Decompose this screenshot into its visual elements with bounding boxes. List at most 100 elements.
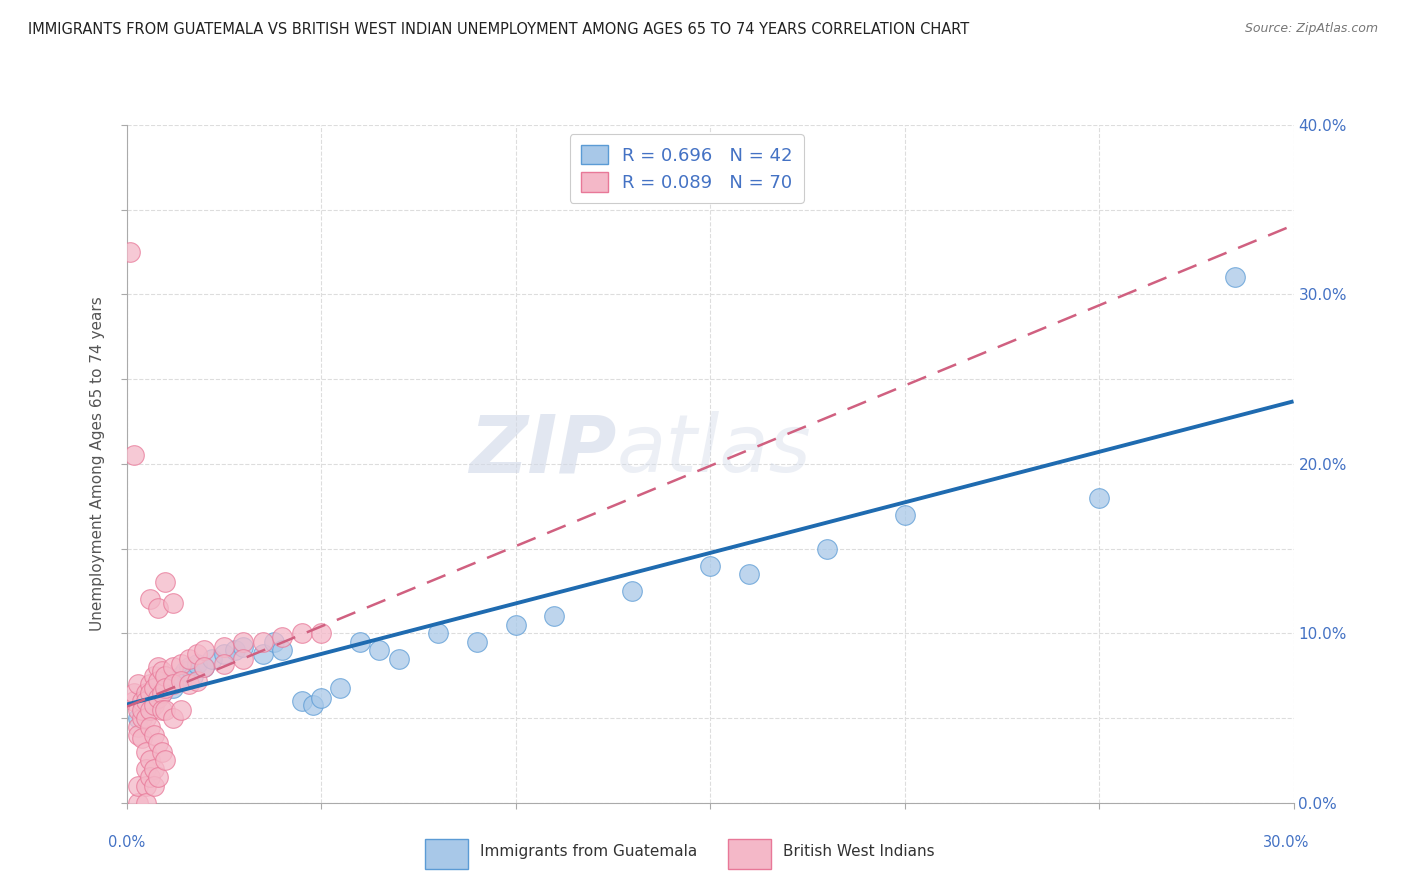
Point [139, 703, 162, 717]
Point [124, 685, 146, 699]
Point [139, 592, 162, 607]
Point [201, 651, 224, 665]
FancyBboxPatch shape [425, 839, 468, 869]
Point [142, 728, 165, 742]
Text: 0.0%: 0.0% [108, 836, 145, 850]
Point [150, 685, 173, 699]
Point [131, 703, 153, 717]
Point [162, 677, 184, 691]
Point [212, 640, 235, 654]
Point [150, 685, 173, 699]
Point [150, 745, 173, 759]
Point [263, 635, 285, 649]
Text: ZIP: ZIP [470, 411, 617, 490]
Point [162, 660, 184, 674]
Point [815, 541, 838, 556]
Point [329, 681, 352, 695]
Point [290, 626, 312, 640]
Point [162, 711, 184, 725]
Point [155, 703, 177, 717]
Point [621, 584, 644, 599]
Point [135, 703, 157, 717]
Point [186, 673, 208, 688]
Point [212, 657, 235, 671]
Point [157, 677, 180, 691]
Point [224, 643, 246, 657]
Point [131, 694, 153, 708]
FancyBboxPatch shape [728, 839, 770, 869]
Point [271, 643, 294, 657]
Point [150, 703, 173, 717]
Point [543, 609, 565, 624]
Point [139, 677, 162, 691]
Point [142, 669, 165, 683]
Point [142, 698, 165, 712]
Point [135, 796, 157, 810]
Point [505, 618, 527, 632]
Point [193, 660, 215, 674]
Point [120, 244, 142, 259]
Point [174, 664, 197, 678]
Point [893, 508, 915, 522]
Point [155, 575, 177, 590]
Point [127, 719, 149, 733]
Point [162, 596, 184, 610]
Point [155, 669, 177, 683]
Point [738, 567, 761, 582]
Point [193, 660, 215, 674]
Point [170, 703, 193, 717]
Text: IMMIGRANTS FROM GUATEMALA VS BRITISH WEST INDIAN UNEMPLOYMENT AMONG AGES 65 TO 7: IMMIGRANTS FROM GUATEMALA VS BRITISH WES… [28, 22, 969, 37]
Point [146, 690, 169, 705]
Point [177, 651, 200, 665]
Point [124, 694, 146, 708]
Point [426, 626, 449, 640]
Point [131, 731, 153, 746]
Legend: R = 0.696   N = 42, R = 0.089   N = 70: R = 0.696 N = 42, R = 0.089 N = 70 [569, 134, 804, 202]
Point [142, 779, 165, 793]
Point [252, 635, 274, 649]
Point [1088, 491, 1111, 505]
Text: British West Indians: British West Indians [783, 844, 935, 859]
Point [142, 762, 165, 776]
Point [139, 753, 162, 767]
Point [127, 779, 149, 793]
Point [271, 630, 294, 644]
Point [139, 685, 162, 699]
Y-axis label: Unemployment Among Ages 65 to 74 years: Unemployment Among Ages 65 to 74 years [90, 296, 105, 632]
Point [146, 673, 169, 688]
Point [166, 673, 188, 688]
Point [139, 719, 162, 733]
Point [135, 694, 157, 708]
Point [139, 685, 162, 699]
Point [139, 770, 162, 785]
Point [170, 673, 193, 688]
Point [135, 762, 157, 776]
Point [127, 711, 149, 725]
Point [302, 698, 325, 712]
Point [162, 681, 184, 695]
Point [186, 657, 208, 671]
Point [124, 449, 146, 463]
Point [142, 694, 165, 708]
Point [177, 660, 200, 674]
Point [142, 681, 165, 695]
Point [127, 796, 149, 810]
Point [146, 601, 169, 615]
Point [699, 558, 721, 573]
Point [465, 635, 488, 649]
Point [131, 711, 153, 725]
Point [170, 669, 193, 683]
Text: Source: ZipAtlas.com: Source: ZipAtlas.com [1244, 22, 1378, 36]
Point [155, 753, 177, 767]
Point [135, 745, 157, 759]
Point [232, 640, 254, 654]
Point [155, 669, 177, 683]
Point [309, 626, 332, 640]
Point [131, 694, 153, 708]
Point [150, 664, 173, 678]
Point [368, 643, 391, 657]
Point [127, 703, 149, 717]
Point [186, 647, 208, 661]
Point [232, 635, 254, 649]
Point [135, 711, 157, 725]
